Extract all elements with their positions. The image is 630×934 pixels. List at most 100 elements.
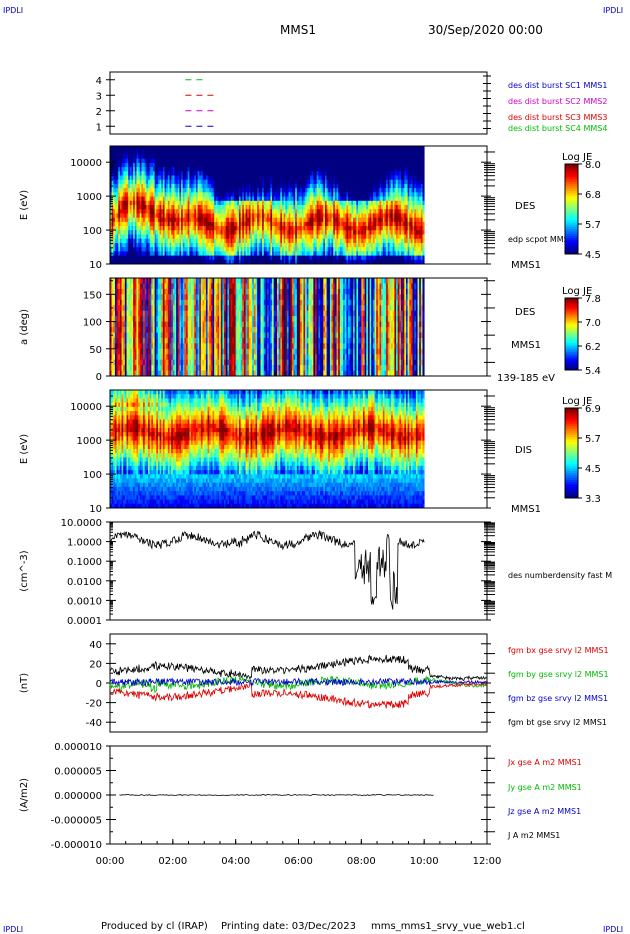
heat-des-energy-cell [186,209,189,214]
heat-des-energy-cell [300,200,303,206]
heat-des-energy-cell [181,226,184,231]
heat-des-energy-cell [123,242,126,248]
heat-des-energy-cell [204,259,207,265]
heat-des-energy-cell [253,188,256,193]
heat-des-energy-cell [310,226,313,231]
heat-des-energy-cell [189,221,192,227]
heat-des-energy-cell [248,158,251,164]
heat-des-energy-cell [149,150,152,155]
heat-des-energy-cell [255,238,258,244]
heat-des-energy-cell [238,234,242,240]
heat-des-energy-cell [229,171,232,176]
heat-des-energy-cell [191,167,194,172]
heat-des-energy-cell [280,226,283,231]
heat-des-energy-cell [303,192,306,197]
heat-des-energy-cell [285,200,288,206]
heat-des-energy-cell [214,192,217,197]
heat-des-energy-cell [192,188,195,193]
heat-des-energy-cell [281,247,285,252]
heat-des-energy-cell [235,200,238,206]
heat-des-energy-cell [124,196,127,202]
heat-des-energy-cell [250,154,253,160]
heat-des-energy-cell [162,171,165,176]
heat-des-energy-cell [131,247,134,252]
heat-des-energy-cell [146,209,149,214]
heat-des-energy-cell [176,247,179,252]
heat-des-energy-cell [253,251,256,256]
heat-des-energy-cell [174,217,177,223]
heat-des-energy-cell [113,146,116,151]
heat-des-energy-cell [288,238,291,244]
heat-des-energy-cell [113,200,116,206]
heat-des-energy-cell [227,209,230,214]
heat-des-energy-cell [141,192,144,197]
heat-des-energy-cell [232,213,235,219]
heat-des-energy-cell [222,175,225,181]
heat-des-energy-cell [189,162,192,168]
heat-des-energy-cell [224,188,227,193]
heat-des-energy-cell [250,213,253,219]
heat-des-energy-cell [298,247,301,252]
heat-des-energy-cell [235,234,238,240]
heat-des-energy-cell [152,183,156,189]
heat-des-energy-cell [234,226,237,231]
heat-des-energy-cell [133,251,136,256]
heat-des-energy-cell [305,217,308,223]
heat-des-energy-cell [126,188,129,193]
heat-des-energy-cell [124,167,127,172]
heat-des-energy-cell [197,251,200,256]
heat-des-energy-cell [179,192,182,197]
heat-des-energy-cell [205,221,208,227]
heat-des-energy-cell [167,196,170,202]
heat-des-energy-cell [159,162,162,168]
heat-des-energy-cell [300,192,303,197]
heat-des-energy-cell [209,226,212,231]
heat-des-energy-cell [288,150,291,155]
heat-des-energy-cell [290,251,293,256]
heat-des-energy-cell [128,205,131,210]
heat-des-energy-cell [225,150,228,155]
heat-des-energy-cell [267,200,270,206]
heat-des-energy-cell [123,200,126,206]
heat-des-energy-cell [300,255,303,261]
heat-des-energy-cell [277,183,280,189]
heat-des-energy-cell [152,226,156,231]
heat-des-energy-cell [262,171,265,176]
heat-des-energy-cell [275,255,278,261]
heat-des-energy-cell [209,192,212,197]
heat-des-energy-cell [197,242,200,248]
heat-des-energy-cell [245,221,248,227]
heat-des-energy-cell [186,167,189,172]
heat-des-energy-cell [171,188,174,193]
heat-des-energy-cell [235,221,238,227]
heat-des-energy-cell [177,226,180,231]
heat-des-energy-cell [156,205,159,210]
heat-des-energy-cell [285,234,288,240]
heat-des-energy-cell [116,179,119,185]
heat-des-energy-cell [306,251,309,256]
heat-des-energy-cell [167,150,170,155]
heat-des-energy-cell [219,146,222,151]
heat-des-energy-cell [134,221,137,227]
heat-des-energy-cell [187,162,190,168]
heat-des-energy-cell [181,162,184,168]
heat-des-energy-cell [268,255,271,261]
heat-des-energy-cell [247,242,250,248]
heat-des-energy-cell [220,234,223,240]
heat-des-energy-cell [295,259,298,265]
heat-des-energy-cell [139,251,142,256]
heat-des-energy-cell [308,213,311,219]
heat-des-energy-cell [270,192,273,197]
heat-des-energy-cell [277,146,280,151]
heat-des-energy-cell [164,200,167,206]
heat-des-energy-cell [124,221,127,227]
heat-des-energy-cell [288,251,291,256]
heat-des-energy-cell [161,242,164,248]
heat-des-energy-cell [199,162,202,168]
heat-des-energy-cell [267,188,270,193]
heat-des-energy-cell [119,209,122,214]
heat-des-energy-cell [205,162,208,168]
heat-des-energy-cell [285,167,288,172]
heat-des-energy-cell [119,234,122,240]
heat-des-energy-cell [230,167,233,172]
